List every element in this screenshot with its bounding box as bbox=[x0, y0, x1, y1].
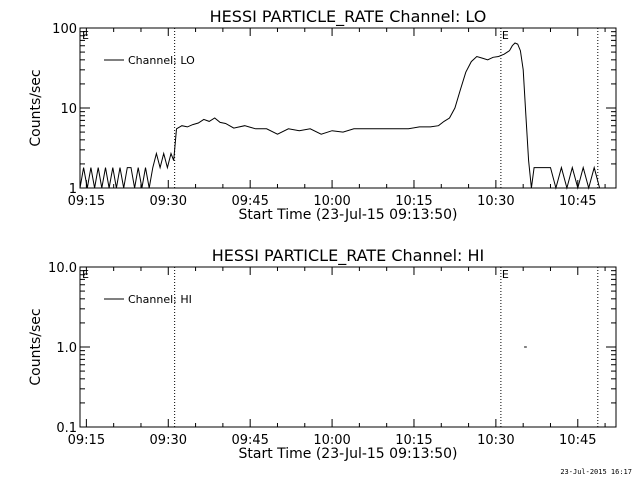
legend-label: Channel: LO bbox=[128, 54, 195, 67]
plot-timestamp: 23-Jul-2015 16:17 bbox=[560, 468, 632, 476]
chart-panel-1: HESSI PARTICLE_RATE Channel: HI 09:15 09:3… bbox=[28, 246, 617, 462]
series-line-0 bbox=[79, 42, 601, 190]
x-axis-label: Start Time (23-Jul-15 09:13:50) bbox=[238, 207, 457, 223]
y-tick-label: 1.0 bbox=[56, 341, 77, 356]
x-tick-label: 10:15 bbox=[395, 194, 432, 209]
y-tick-label: 100 bbox=[52, 22, 77, 37]
x-tick-label: 09:30 bbox=[150, 194, 187, 209]
x-tick-label: 10:45 bbox=[559, 194, 596, 209]
x-tick-label: 10:00 bbox=[313, 433, 350, 448]
chart-panel-0: HESSI PARTICLE_RATE Channel: LO 09:15 09:3… bbox=[28, 7, 617, 223]
y-axis-label: Counts/sec bbox=[28, 308, 44, 385]
y-tick-label: 1 bbox=[69, 182, 77, 197]
plot-frame bbox=[79, 27, 617, 189]
x-tick-label: 09:30 bbox=[150, 433, 187, 448]
chart-title: HESSI PARTICLE_RATE Channel: HI bbox=[212, 246, 485, 266]
y-axis-label: Counts/sec bbox=[28, 69, 44, 146]
x-tick-label: 09:15 bbox=[68, 433, 105, 448]
y-tick-label: 0.1 bbox=[56, 421, 77, 436]
x-tick-label: 10:00 bbox=[313, 194, 350, 209]
event-marker-label: E bbox=[502, 29, 509, 42]
event-marker-label: E bbox=[502, 268, 509, 281]
event-marker-label: E bbox=[82, 268, 89, 281]
x-tick-label: 09:45 bbox=[231, 194, 268, 209]
y-tick-label: 10 bbox=[60, 102, 77, 117]
chart-title: HESSI PARTICLE_RATE Channel: LO bbox=[210, 7, 487, 27]
x-tick-label: 10:45 bbox=[559, 433, 596, 448]
x-tick-label: 10:30 bbox=[477, 194, 514, 209]
legend-label: Channel: HI bbox=[128, 293, 192, 306]
x-axis-label: Start Time (23-Jul-15 09:13:50) bbox=[238, 446, 457, 462]
x-tick-label: 09:15 bbox=[68, 194, 105, 209]
event-marker-label: E bbox=[82, 29, 89, 42]
y-tick-label: 10.0 bbox=[48, 261, 77, 276]
x-tick-label: 09:45 bbox=[231, 433, 268, 448]
x-tick-label: 10:15 bbox=[395, 433, 432, 448]
plot-frame bbox=[79, 266, 617, 428]
x-tick-label: 10:30 bbox=[477, 433, 514, 448]
